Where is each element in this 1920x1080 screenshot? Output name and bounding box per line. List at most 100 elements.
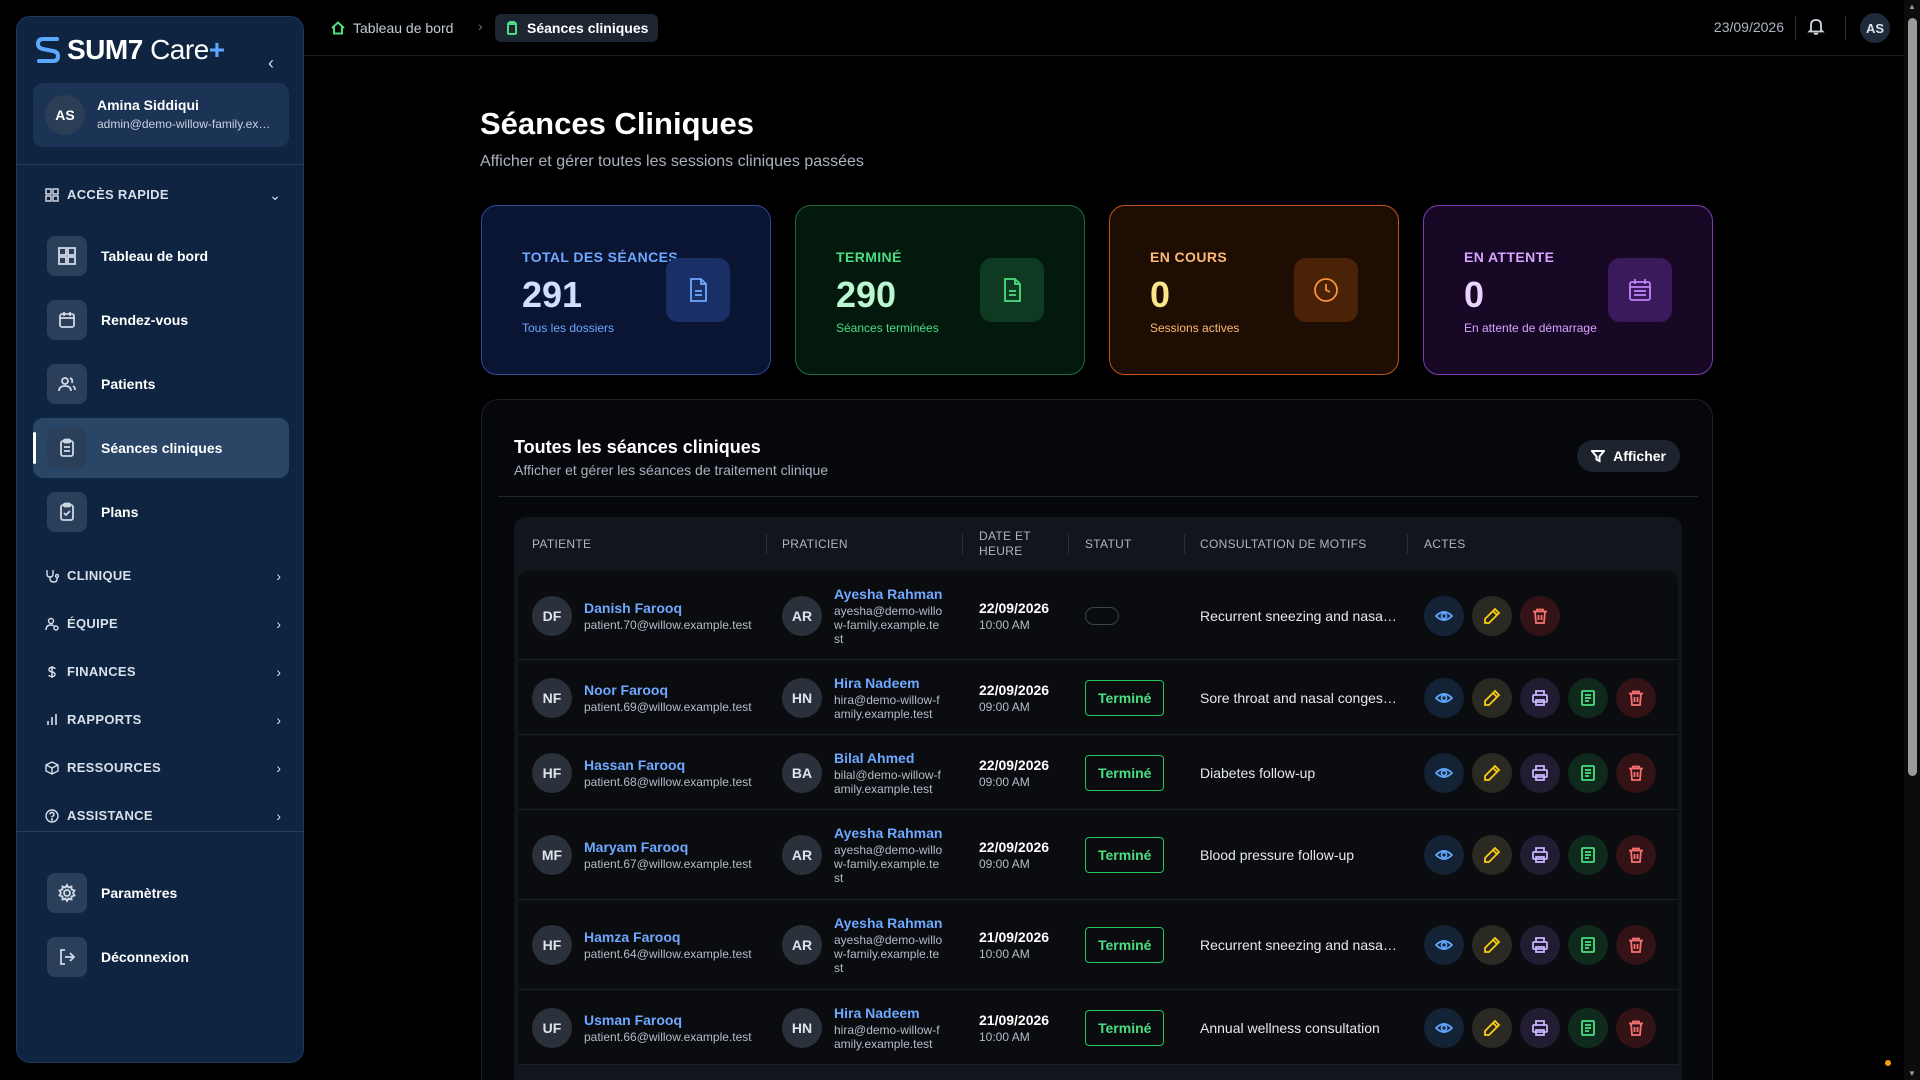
patient-name[interactable]: Maryam Farooq <box>584 839 689 855</box>
chevron-down-icon[interactable]: ⌄ <box>269 187 281 203</box>
chevron-right-icon[interactable]: › <box>276 808 281 824</box>
section-rapports[interactable]: RAPPORTS <box>45 712 142 727</box>
avatar: AS <box>45 95 85 135</box>
document-icon <box>1581 1019 1595 1036</box>
practitioner-name[interactable]: Ayesha Rahman <box>834 585 943 602</box>
patient-name[interactable]: Noor Farooq <box>584 681 668 698</box>
session-date: 22/09/2026 <box>979 599 1050 616</box>
view-button[interactable] <box>1424 835 1464 875</box>
user-card[interactable]: AS Amina Siddiqui admin@demo-willow-fami… <box>33 83 289 147</box>
patient-name[interactable]: Usman Farooq <box>584 1011 683 1028</box>
practitioner-name[interactable]: Hira Nadeem <box>834 674 920 691</box>
scroll-up-icon[interactable]: ▲ <box>1908 2 1916 11</box>
delete-button[interactable] <box>1616 925 1656 965</box>
breadcrumb-current[interactable]: Séances cliniques <box>495 14 659 42</box>
section-ressources[interactable]: RESSOURCES <box>45 760 161 775</box>
sidebar-item-appointments[interactable]: Rendez-vous <box>33 290 289 350</box>
print-button[interactable] <box>1520 677 1560 718</box>
practitioner-email: hira@demo-willow-family.example.test <box>834 692 940 721</box>
chevron-right-icon[interactable]: › <box>276 664 281 680</box>
chevron-right-icon[interactable]: › <box>276 760 281 776</box>
chevron-right-icon[interactable]: › <box>276 712 281 728</box>
delete-button[interactable] <box>1616 752 1656 793</box>
view-button[interactable] <box>1424 925 1464 965</box>
column-header-patient[interactable]: PATIENTE <box>532 536 592 551</box>
patient-name[interactable]: Hamza Farooq <box>584 929 681 945</box>
current-date: 23/09/2026 <box>1713 19 1784 35</box>
print-button[interactable] <box>1520 835 1560 875</box>
table-row[interactable]: DF Danish Farooq patient.70@willow.exampl… <box>518 571 1678 660</box>
brand-logo[interactable]: SUM7 Care+ <box>35 33 225 67</box>
report-button[interactable] <box>1568 752 1608 793</box>
practitioner-name[interactable]: Ayesha Rahman <box>834 915 943 931</box>
print-button[interactable] <box>1520 1007 1560 1048</box>
sidebar-item-settings[interactable]: Paramètres <box>33 863 289 923</box>
sidebar-item-label: Séances cliniques <box>101 440 223 456</box>
sidebar-item-logout[interactable]: Déconnexion <box>33 927 289 987</box>
column-header-reason[interactable]: CONSULTATION DE MOTIFS <box>1200 536 1367 551</box>
indicator-dot <box>1885 1060 1891 1066</box>
column-header-status[interactable]: STATUT <box>1085 536 1132 551</box>
report-button[interactable] <box>1568 925 1608 965</box>
report-button[interactable] <box>1568 835 1608 875</box>
view-button[interactable] <box>1424 1007 1464 1048</box>
view-button[interactable] <box>1424 677 1464 718</box>
table-row[interactable]: UF Usman Farooq patient.66@willow.example… <box>518 990 1678 1065</box>
view-button[interactable] <box>1424 752 1464 793</box>
patient-name[interactable]: Hassan Farooq <box>584 756 686 773</box>
edit-button[interactable] <box>1472 752 1512 793</box>
avatar[interactable]: AS <box>1860 13 1890 43</box>
section-assistance[interactable]: ASSISTANCE <box>45 808 153 823</box>
delete-button[interactable] <box>1616 677 1656 718</box>
sidebar-item-patients[interactable]: Patients <box>33 354 289 414</box>
notifications-button[interactable] <box>1806 16 1830 40</box>
sidebar-item-label: Patients <box>101 376 156 392</box>
page-scrollbar[interactable]: ▲ ▼ <box>1904 0 1920 1080</box>
logout-icon <box>47 937 87 977</box>
scroll-down-icon[interactable]: ▼ <box>1908 1069 1916 1078</box>
sidebar-item-plans[interactable]: Plans <box>33 482 289 542</box>
quick-access-header[interactable]: ACCÈS RAPIDE <box>45 187 169 202</box>
report-button[interactable] <box>1568 1007 1608 1048</box>
column-header-datetime[interactable]: DATE ET HEURE <box>979 529 1031 558</box>
stat-label: TOTAL DES SÉANCES <box>522 249 679 265</box>
chevron-right-icon[interactable]: › <box>276 568 281 584</box>
section-equipe[interactable]: ÉQUIPE <box>45 616 118 631</box>
topbar: Tableau de bord › Séances cliniques 23/0… <box>304 0 1904 56</box>
delete-button[interactable] <box>1616 835 1656 875</box>
column-header-practitioner[interactable]: PRATICIEN <box>782 536 848 551</box>
sidebar-item-clinical-sessions[interactable]: Séances cliniques <box>33 418 289 478</box>
edit-button[interactable] <box>1472 1007 1512 1048</box>
collapse-sidebar-button[interactable]: ‹ <box>268 53 274 73</box>
table-row[interactable]: NF Noor Farooq patient.69@willow.example.… <box>518 660 1678 735</box>
print-button[interactable] <box>1520 925 1560 965</box>
view-button[interactable] <box>1424 595 1464 636</box>
print-button[interactable] <box>1520 752 1560 793</box>
practitioner-name[interactable]: Bilal Ahmed <box>834 749 915 766</box>
delete-button[interactable] <box>1616 1007 1656 1048</box>
edit-button[interactable] <box>1472 925 1512 965</box>
practitioner-email: bilal@demo-willow-family.example.test <box>834 767 941 796</box>
delete-button[interactable] <box>1520 595 1560 636</box>
patient-name[interactable]: Danish Farooq <box>584 599 683 616</box>
package-icon <box>45 760 59 775</box>
table-row[interactable]: MF Maryam Farooq patient.67@willow.exampl… <box>518 810 1678 900</box>
edit-button[interactable] <box>1472 677 1512 718</box>
user-name: Amina Siddiqui <box>97 97 199 113</box>
patient-email: patient.64@willow.example.test <box>584 947 752 961</box>
sidebar-item-dashboard[interactable]: Tableau de bord <box>33 226 289 286</box>
scrollbar-thumb[interactable] <box>1908 18 1917 776</box>
practitioner-name[interactable]: Ayesha Rahman <box>834 825 943 841</box>
filter-button[interactable]: Afficher <box>1577 440 1680 472</box>
chevron-right-icon[interactable]: › <box>276 616 281 632</box>
breadcrumb-home[interactable]: Tableau de bord <box>321 14 463 42</box>
bar-chart-icon <box>47 713 57 725</box>
table-row[interactable]: HF Hassan Farooq patient.68@willow.exampl… <box>518 735 1678 810</box>
section-clinique[interactable]: CLINIQUE <box>45 568 132 583</box>
edit-button[interactable] <box>1472 595 1512 636</box>
practitioner-name[interactable]: Hira Nadeem <box>834 1004 920 1021</box>
edit-button[interactable] <box>1472 835 1512 875</box>
report-button[interactable] <box>1568 677 1608 718</box>
section-finances[interactable]: FINANCES <box>45 664 136 679</box>
table-row[interactable]: HF Hamza Farooq patient.64@willow.example… <box>518 900 1678 990</box>
